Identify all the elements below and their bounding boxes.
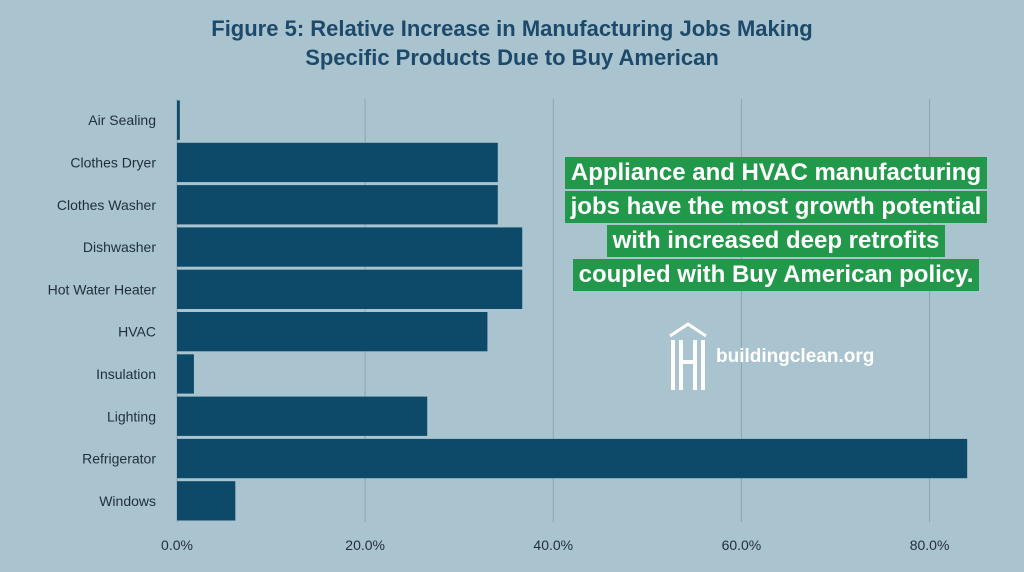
callout-box: Appliance and HVAC manufacturing jobs ha… [536, 156, 1016, 292]
category-label-6: Insulation [96, 366, 156, 382]
bar-0 [177, 100, 180, 140]
category-label-7: Lighting [107, 408, 156, 424]
category-label-9: Windows [99, 493, 156, 509]
chart-title-line-2: Specific Products Due to Buy American [305, 45, 719, 70]
bar-8 [177, 438, 968, 479]
category-label-4: Hot Water Heater [48, 281, 157, 297]
x-tick-label-3: 60.0% [722, 537, 762, 553]
callout-line-4: coupled with Buy American policy. [572, 259, 980, 291]
category-label-8: Refrigerator [82, 451, 156, 467]
callout-line-3: with increased deep retrofits [606, 225, 946, 257]
bar-3 [177, 227, 523, 267]
bar-9 [177, 481, 236, 521]
bar-5 [177, 312, 488, 352]
buildingclean-logo: buildingclean.org [668, 322, 874, 392]
category-label-2: Clothes Washer [57, 197, 156, 213]
x-tick-label-4: 80.0% [910, 537, 950, 553]
bars [177, 100, 968, 521]
category-label-3: Dishwasher [83, 239, 156, 255]
chart-title: Figure 5: Relative Increase in Manufactu… [0, 14, 1024, 72]
x-tick-labels: 0.0% 20.0% 40.0% 60.0% 80.0% [161, 537, 949, 553]
callout-line-2: jobs have the most growth potential [564, 191, 988, 223]
bar-4 [177, 269, 523, 309]
bar-7 [177, 396, 428, 436]
bar-2 [177, 185, 498, 225]
logo-text: buildingclean.org [716, 346, 875, 367]
callout-line-1: Appliance and HVAC manufacturing [564, 157, 988, 189]
building-logo-icon [669, 322, 707, 390]
bar-1 [177, 142, 498, 183]
category-label-1: Clothes Dryer [70, 154, 156, 170]
x-tick-label-2: 40.0% [533, 537, 573, 553]
category-labels: Air Sealing Clothes Dryer Clothes Washer Di… [48, 112, 157, 509]
category-label-0: Air Sealing [88, 112, 156, 128]
category-label-5: HVAC [118, 324, 156, 340]
x-tick-label-0: 0.0% [161, 537, 193, 553]
bar-6 [177, 354, 194, 394]
chart-title-line-1: Figure 5: Relative Increase in Manufactu… [211, 16, 813, 41]
x-tick-label-1: 20.0% [345, 537, 385, 553]
